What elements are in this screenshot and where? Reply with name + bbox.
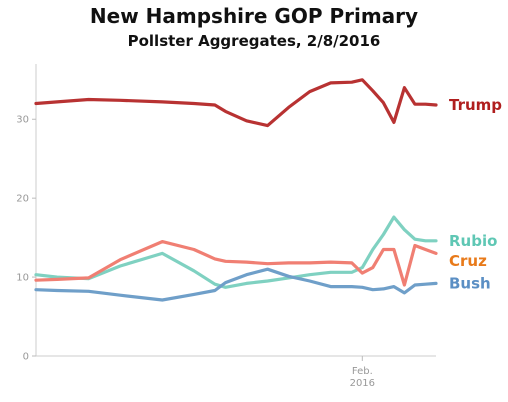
series-line-trump <box>34 78 438 128</box>
series-label-rubio: Rubio <box>449 232 497 250</box>
series-label-bush: Bush <box>449 274 491 292</box>
y-tick-label: 10 <box>16 273 29 284</box>
series-label-cruz: Cruz <box>449 252 487 270</box>
series-line-bush <box>34 267 438 302</box>
series-label-trump: Trump <box>449 96 502 114</box>
series-line-rubio <box>34 215 438 289</box>
y-tick-label: 30 <box>16 115 29 126</box>
x-tick-label: 2016 <box>350 378 375 389</box>
y-tick-label: 0 <box>23 352 29 363</box>
y-tick-label: 20 <box>16 194 29 205</box>
chart-title: New Hampshire GOP Primary <box>89 4 419 28</box>
chart-subtitle: Pollster Aggregates, 2/8/2016 <box>127 32 381 50</box>
x-tick-label: Feb. <box>352 366 373 377</box>
series-line-cruz <box>34 240 438 287</box>
